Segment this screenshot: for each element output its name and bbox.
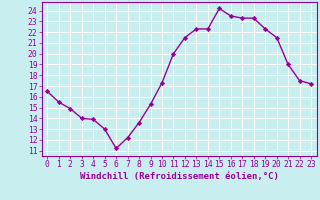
X-axis label: Windchill (Refroidissement éolien,°C): Windchill (Refroidissement éolien,°C) bbox=[80, 172, 279, 181]
